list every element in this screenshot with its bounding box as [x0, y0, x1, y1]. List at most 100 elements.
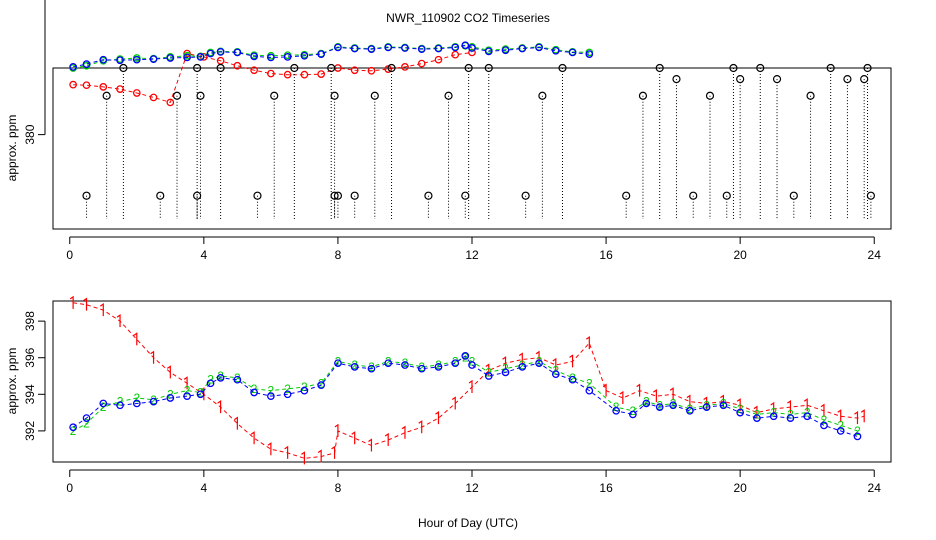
bottom-series-2-glyph: 2: [197, 385, 204, 399]
top-series-1-point: [267, 69, 275, 78]
bottom-series-2-glyph: 2: [318, 376, 325, 390]
bottom-series-3-point: [736, 408, 745, 417]
top-flagged-point: [370, 91, 379, 100]
bottom-series-1-glyph: [384, 432, 389, 447]
top-flagged-point: [193, 63, 202, 73]
bottom-y-tick-label: 398: [23, 311, 37, 331]
top-series-3-point: [384, 43, 393, 52]
bottom-series-1-line: [73, 302, 865, 459]
bottom-panel: approx. ppm Hour of Day (UTC) 0 4 8 12 16 20 2…: [5, 295, 892, 530]
bottom-series-3-point: [183, 392, 191, 400]
top-series-1-point: [367, 66, 376, 75]
top-series-3-point: [350, 44, 359, 53]
top-series-1-point: [300, 70, 309, 79]
top-series-1-point: [82, 81, 91, 90]
bottom-series-3-point: [669, 401, 677, 410]
bottom-series-3-point: [461, 352, 470, 360]
bottom-series-3-point: [417, 364, 426, 373]
bottom-series-2-glyph: 2: [821, 413, 828, 427]
bottom-series-2-glyph: 2: [133, 391, 140, 405]
bottom-series-3-point: [434, 363, 443, 371]
bottom-series-3-point: [350, 363, 359, 371]
bottom-series-2-glyph: 2: [837, 418, 844, 432]
top-series-3-point: [132, 55, 141, 64]
bottom-series-1-glyph: [770, 401, 775, 415]
top-x-tick-label: 0: [66, 248, 73, 262]
top-series-3-point: [367, 45, 376, 53]
top-flagged-point: [387, 63, 396, 73]
bottom-series-3-point: [535, 359, 543, 368]
top-flagged-point: [330, 191, 339, 200]
top-flagged-point: [196, 91, 205, 100]
bottom-series-2-glyph: 2: [184, 384, 191, 398]
bottom-series-2-glyph: 2: [351, 358, 358, 372]
top-series-1-point: [350, 66, 359, 75]
bottom-series-3-point: [149, 397, 158, 406]
bottom-series-3-point: [132, 399, 141, 408]
bottom-series-1-glyph: [569, 354, 574, 368]
bottom-series-2-glyph: 2: [268, 384, 275, 398]
top-series-2-line: [73, 45, 590, 69]
bottom-series-3-point: [166, 394, 175, 402]
top-series-3-point: [206, 49, 215, 58]
top-flagged-point: [558, 63, 567, 73]
bottom-series-2-glyph: 2: [703, 398, 710, 412]
top-series-1-point: [317, 70, 326, 78]
bottom-series-2-glyph: 2: [234, 371, 241, 385]
bottom-series-3-point: [69, 423, 77, 432]
top-flagged-point: [860, 75, 869, 84]
top-flagged-point: [689, 191, 698, 200]
bottom-series-2-glyph: 2: [452, 354, 459, 368]
top-series-3-point: [233, 48, 242, 57]
top-series-1-point: [401, 63, 409, 71]
bottom-series-2-glyph: 2: [462, 351, 469, 365]
top-series-3-point: [451, 43, 460, 52]
bottom-series-3-point: [484, 372, 493, 380]
bottom-series-1-glyph: [468, 379, 473, 393]
bottom-series-3-point: [686, 406, 694, 415]
top-series-3-point: [250, 52, 258, 61]
top-flagged-point: [119, 63, 128, 73]
bottom-series-3-point: [642, 399, 651, 408]
top-flagged-point: [350, 191, 359, 200]
bottom-series-3-point: [753, 414, 761, 422]
bottom-series-1-glyph: [183, 376, 188, 390]
bottom-series-2-glyph: 2: [720, 396, 727, 410]
bottom-x-tick-label: 4: [200, 481, 207, 495]
top-series-3-point: [116, 56, 124, 65]
bottom-series-1-glyph: [234, 416, 238, 430]
bottom-series-1-glyph: [619, 390, 624, 404]
bottom-series-3-point: [655, 403, 664, 411]
bottom-series-2-glyph: 2: [569, 371, 576, 385]
top-series-1-line: [73, 52, 473, 104]
top-flagged-point: [156, 191, 165, 200]
bottom-x-tick-label: 24: [868, 481, 882, 495]
bottom-series-3-point: [196, 390, 205, 399]
bottom-series-2-glyph: 2: [854, 424, 861, 438]
top-flagged-point: [484, 63, 493, 73]
bottom-y-tick-label: 392: [23, 421, 37, 441]
bottom-series-1-glyph: [116, 314, 121, 328]
bottom-series-3-point: [334, 359, 342, 368]
top-flagged-point: [444, 91, 453, 100]
top-flagged-point: [736, 75, 745, 84]
top-series-3-point: [82, 60, 91, 68]
x-axis-label: Hour of Day (UTC): [418, 516, 518, 530]
bottom-x-tick-label: 8: [335, 481, 342, 495]
bottom-series-3-point: [401, 361, 409, 369]
top-flagged-point: [772, 75, 782, 84]
top-x-tick-label: 4: [200, 248, 207, 262]
top-flagged-point: [193, 191, 202, 200]
bottom-series-3-point: [612, 406, 620, 415]
bottom-plot-frame: [52, 300, 892, 463]
top-flagged-point: [270, 91, 279, 100]
bottom-series-1-glyph: [133, 332, 138, 346]
top-series-1-point: [250, 66, 258, 75]
top-series-1-point: [166, 98, 175, 107]
bottom-series-1-glyph: [585, 335, 590, 350]
bottom-series-3-point: [853, 432, 862, 441]
top-series-3-point: [166, 54, 175, 62]
top-series-3-point: [501, 46, 510, 55]
bottom-series-1-glyph: [669, 387, 674, 401]
bottom-series-3-point: [206, 379, 215, 388]
